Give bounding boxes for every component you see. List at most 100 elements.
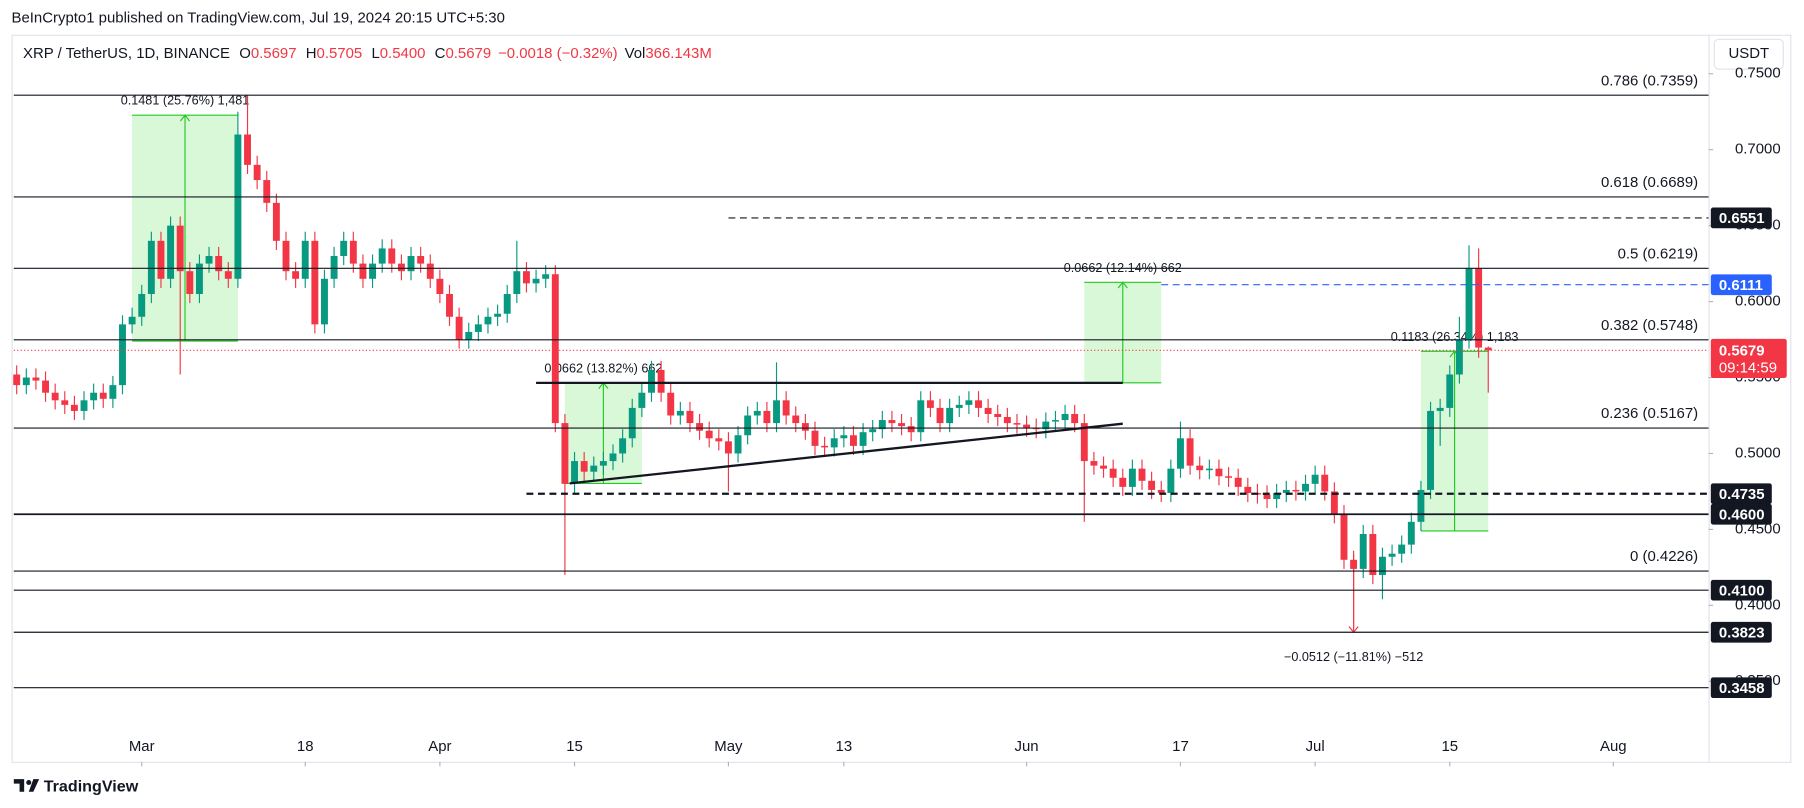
candle-body [965,400,973,405]
candle-body [648,369,655,393]
price-label-box [1710,274,1772,296]
candle-body [734,435,742,454]
candle-body [494,313,502,317]
candle-body [926,400,934,408]
candle-body [1090,461,1098,466]
countdown: 09:14:59 [1719,360,1777,377]
candle-body [917,400,925,433]
candle-body [215,256,223,272]
candle-body [782,400,790,416]
candle-body [590,465,598,472]
level-label: 0.786 (0.7359) [1601,72,1698,89]
x-tick-label: 18 [297,738,314,755]
current-price-label: 0.5679 [1719,342,1765,359]
candle-body [1436,407,1444,411]
candle-body [580,461,588,472]
legend-change: −0.0018 (−0.32%) [498,45,618,62]
candle-body [1042,421,1050,430]
candle-body [1215,468,1223,477]
candle-body [272,202,280,241]
candle-body [465,331,473,340]
candle-body [888,420,896,424]
candle-body [147,240,155,294]
currency[interactable]: USDT [1728,45,1769,62]
x-tick-label: Mar [129,738,155,755]
candle-body [119,324,126,386]
price-label: 0.6111 [1719,277,1763,294]
x-tick-label: 17 [1172,738,1189,755]
candle-body [878,420,886,430]
candle-body [571,461,578,484]
candle-body [522,271,530,284]
candle-body [1080,423,1088,462]
candle-body [1273,492,1281,500]
trendline [569,422,1123,485]
y-tick-label: 0.4000 [1735,596,1781,613]
candle-body [715,438,723,442]
measure-arrowhead [1117,281,1128,289]
currency-button[interactable] [1713,38,1784,70]
measure-label: −0.0512 (−11.81%) −512 [1284,650,1423,664]
candle-body [753,410,761,416]
candle-body [157,240,165,279]
candle-body [13,374,21,386]
x-tick-label: Aug [1600,738,1627,755]
candle-body [1446,374,1454,408]
candle-body [22,377,30,386]
candle-body [542,274,550,279]
candle-body [1225,476,1233,478]
legend-key: C [435,45,446,62]
candle-body [292,271,300,279]
candle-body [696,423,704,431]
candle-body [744,415,752,436]
candle-body [975,400,982,408]
candle-body [1205,468,1213,471]
candle-body [311,240,319,325]
candle-body [349,240,357,264]
candle-body [186,271,194,294]
y-tick-label: 0.6000 [1735,293,1781,310]
price-label-box [1710,483,1772,505]
candle-body [1465,268,1473,340]
candle-body [263,180,271,203]
candle-body [898,423,906,427]
x-tick-label: 13 [836,738,853,755]
candle-body [224,271,232,279]
candle-body [946,407,954,424]
price-label: 0.4735 [1719,486,1765,503]
candle-body [1475,268,1483,348]
candle-body [205,256,213,264]
brand-logo [13,779,40,792]
candle-body [1148,480,1156,490]
y-tick-label: 0.7000 [1735,141,1781,158]
candle-body [99,392,107,399]
candle-body [301,240,309,279]
candle-body [821,445,829,448]
legend-value: 366.143M [645,45,711,62]
candle-body [407,256,415,272]
y-tick-label: 0.5000 [1735,444,1781,461]
candle-body [686,410,694,424]
candle-body [253,164,261,181]
candle-body [763,410,771,424]
candle-body [1234,477,1242,487]
candle-body [1023,424,1031,428]
x-tick-label: 15 [566,738,583,755]
candle-body [1388,553,1396,557]
chart-frame [11,34,1792,763]
candle-body [80,400,88,411]
x-tick-label: Apr [428,738,451,755]
price-label: 0.4100 [1719,582,1765,599]
candle-body [176,225,184,272]
candle-body [850,435,857,446]
candle-body [984,407,992,414]
candle-body [51,392,59,401]
candle-body [234,134,242,279]
candle-body [859,432,867,446]
level-label: 0 (0.4226) [1630,548,1698,565]
price-label-box [1710,677,1772,699]
candle-body [1167,468,1175,493]
candle-body [638,392,646,408]
